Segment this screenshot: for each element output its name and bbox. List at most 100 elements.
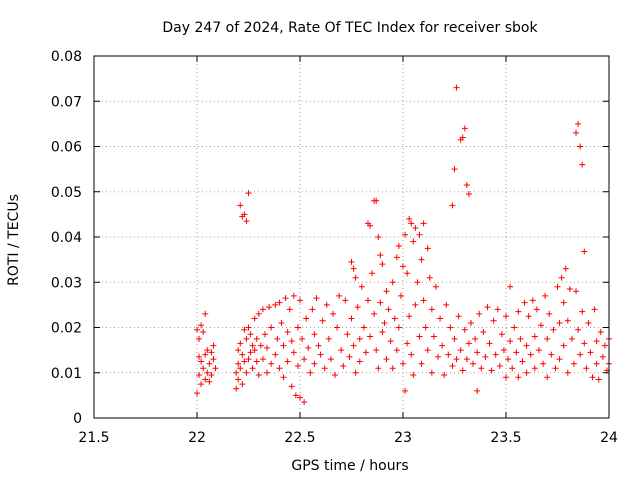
data-point: [418, 360, 425, 367]
data-point: [509, 365, 516, 372]
data-point: [261, 331, 268, 338]
data-point: [420, 220, 427, 227]
data-point: [556, 356, 563, 363]
data-point: [470, 360, 477, 367]
y-tick-label: 0.08: [51, 49, 82, 65]
data-point: [420, 297, 427, 304]
data-point: [480, 329, 487, 336]
data-point: [327, 356, 334, 363]
data-point: [560, 299, 567, 306]
data-point: [523, 369, 530, 376]
data-point: [587, 349, 594, 356]
data-point: [546, 310, 553, 317]
data-point: [478, 365, 485, 372]
data-point: [362, 349, 369, 356]
data-point: [348, 315, 355, 322]
data-point: [443, 301, 450, 308]
data-point: [492, 351, 499, 358]
data-point: [210, 356, 217, 363]
data-point: [465, 340, 472, 347]
data-point: [393, 347, 400, 354]
data-point: [453, 84, 460, 91]
data-point: [583, 365, 590, 372]
data-point: [558, 274, 565, 281]
data-point: [301, 356, 308, 363]
data-point: [307, 369, 314, 376]
data-point: [593, 338, 600, 345]
data-point: [350, 265, 357, 272]
data-point: [597, 329, 604, 336]
data-point: [408, 220, 415, 227]
data-point: [194, 326, 200, 333]
data-point: [408, 351, 415, 358]
data-point: [449, 362, 456, 369]
data-point: [264, 344, 271, 351]
data-point: [412, 301, 419, 308]
y-tick-label: 0.02: [51, 321, 82, 337]
data-point: [237, 365, 244, 372]
data-point: [284, 329, 291, 336]
data-point: [311, 331, 318, 338]
data-point: [515, 308, 522, 315]
data-point: [575, 120, 582, 127]
data-point: [358, 283, 365, 290]
y-tick-labels: 0 0.01 0.02 0.03 0.04 0.05 0.06 0.07 0.08: [51, 49, 82, 427]
data-point: [196, 335, 203, 342]
data-point: [206, 360, 213, 367]
data-point: [535, 347, 542, 354]
data-point: [202, 376, 209, 383]
data-point: [315, 342, 322, 349]
data-point: [579, 308, 586, 315]
data-point: [463, 356, 470, 363]
data-point: [198, 381, 205, 388]
data-point: [402, 231, 409, 238]
data-point: [321, 365, 328, 372]
data-point: [340, 362, 347, 369]
data-point: [527, 351, 534, 358]
data-point: [505, 356, 512, 363]
data-point: [253, 335, 260, 342]
data-point: [325, 335, 332, 342]
data-point: [416, 333, 423, 340]
data-point: [511, 324, 518, 331]
data-point: [577, 351, 584, 358]
axis-ticks: [93, 55, 610, 419]
data-point: [290, 349, 297, 356]
data-point: [276, 365, 283, 372]
data-point: [317, 351, 324, 358]
data-point: [198, 358, 205, 365]
data-point: [601, 342, 608, 349]
data-point: [208, 349, 215, 356]
data-point: [455, 313, 462, 320]
data-point: [268, 360, 275, 367]
data-point: [585, 319, 592, 326]
data-point: [554, 283, 561, 290]
data-point: [523, 342, 530, 349]
data-point: [395, 243, 402, 250]
data-point: [282, 295, 289, 302]
data-point: [579, 161, 586, 168]
data-point: [591, 306, 598, 313]
data-point: [259, 356, 266, 363]
x-tick-label: 24: [600, 430, 618, 446]
data-point: [397, 292, 404, 299]
data-point: [564, 317, 571, 324]
data-point: [266, 304, 273, 311]
data-point: [387, 338, 394, 345]
data-point: [428, 306, 435, 313]
data-point: [274, 335, 281, 342]
data-point: [243, 335, 250, 342]
data-point: [507, 338, 514, 345]
data-point: [550, 326, 557, 333]
data-point: [542, 292, 549, 299]
data-point: [381, 319, 388, 326]
data-point: [364, 297, 371, 304]
data-point: [210, 342, 217, 349]
data-point: [352, 274, 359, 281]
data-point: [245, 190, 252, 197]
data-point: [412, 224, 419, 231]
data-point: [294, 362, 301, 369]
data-point: [288, 338, 295, 345]
y-tick-label: 0.05: [51, 185, 82, 201]
